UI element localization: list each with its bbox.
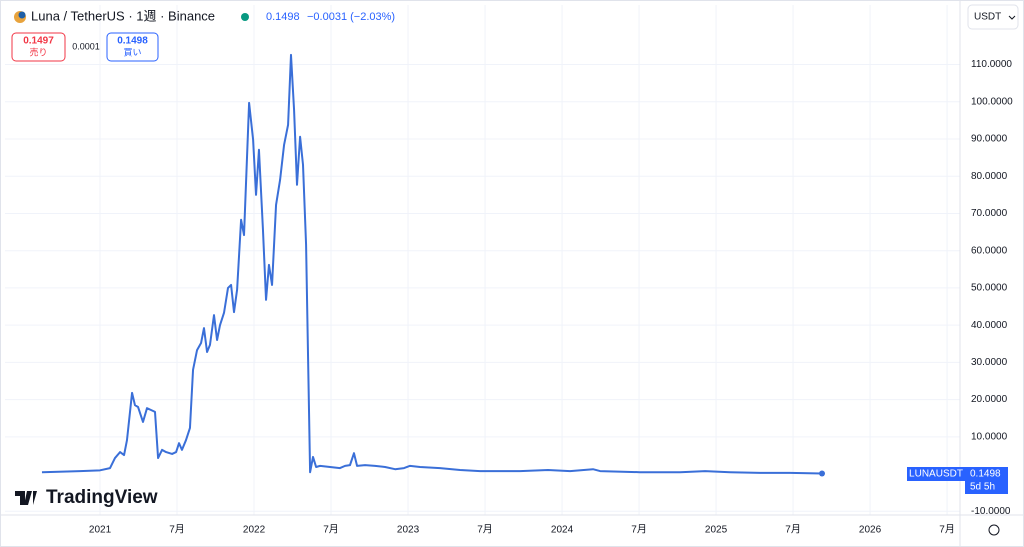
x-tick-label: 7月 [323, 524, 339, 536]
x-tick-label: 2021 [89, 525, 112, 536]
symbol-title[interactable]: Luna / TetherUS · 1週 · Binance [31, 8, 215, 23]
y-tick-label: 20.0000 [971, 394, 1008, 405]
buy-label: 買い [123, 47, 141, 57]
sell-button[interactable] [11, 32, 66, 62]
currency-select[interactable] [967, 4, 1019, 30]
y-tick-label: 10.0000 [971, 431, 1008, 442]
x-tick-label: 2026 [859, 525, 882, 536]
sell-price: 0.1497 [23, 36, 54, 47]
price-tag-price: 0.1498 [970, 469, 1001, 480]
x-tick-label: 7月 [477, 524, 493, 536]
last-point [819, 470, 826, 477]
price-tag-countdown: 5d 5h [970, 482, 995, 493]
y-tick-label: 100.0000 [971, 96, 1013, 107]
y-tick-label: 60.0000 [971, 245, 1008, 256]
settings-icon[interactable] [988, 524, 1000, 536]
x-tick-label: 7月 [939, 524, 955, 536]
price-tag-symbol-box [907, 467, 965, 481]
logo-text[interactable]: TradingView [46, 487, 158, 508]
grid [5, 5, 960, 515]
y-tick-label: 80.0000 [971, 171, 1008, 182]
last-price: 0.1498 [266, 11, 300, 23]
x-tick-label: 7月 [785, 524, 801, 536]
y-tick-label: -10.0000 [971, 506, 1011, 517]
y-tick-label: 30.0000 [971, 357, 1008, 368]
buy-price: 0.1498 [117, 36, 148, 47]
sell-label: 売り [29, 46, 47, 57]
price-tag-symbol: LUNAUSDT [909, 469, 963, 480]
x-tick-label: 7月 [169, 524, 185, 536]
x-tick-label: 2024 [551, 525, 574, 536]
buy-button[interactable] [106, 32, 159, 62]
plot [41, 53, 826, 477]
dropdown-icon [1008, 15, 1016, 20]
symbol-icon [18, 11, 26, 19]
x-tick-label: 2025 [705, 525, 728, 536]
y-tick-label: 70.0000 [971, 208, 1008, 219]
y-tick-label: 40.0000 [971, 320, 1008, 331]
price-change: −0.0031 (−2.03%) [307, 11, 395, 23]
y-tick-label: 90.0000 [971, 134, 1008, 145]
y-tick-label: 50.0000 [971, 283, 1008, 294]
market-status [241, 13, 249, 21]
x-tick-label: 7月 [631, 524, 647, 536]
spread: 0.0001 [72, 41, 100, 51]
price-line [41, 53, 823, 475]
currency: USDT [974, 12, 1001, 23]
y-tick-label: 110.0000 [971, 59, 1012, 70]
x-tick-label: 2022 [243, 525, 266, 536]
logo-mark [15, 491, 37, 505]
x-tick-label: 2023 [397, 525, 420, 536]
price-tag-box [965, 467, 1008, 494]
